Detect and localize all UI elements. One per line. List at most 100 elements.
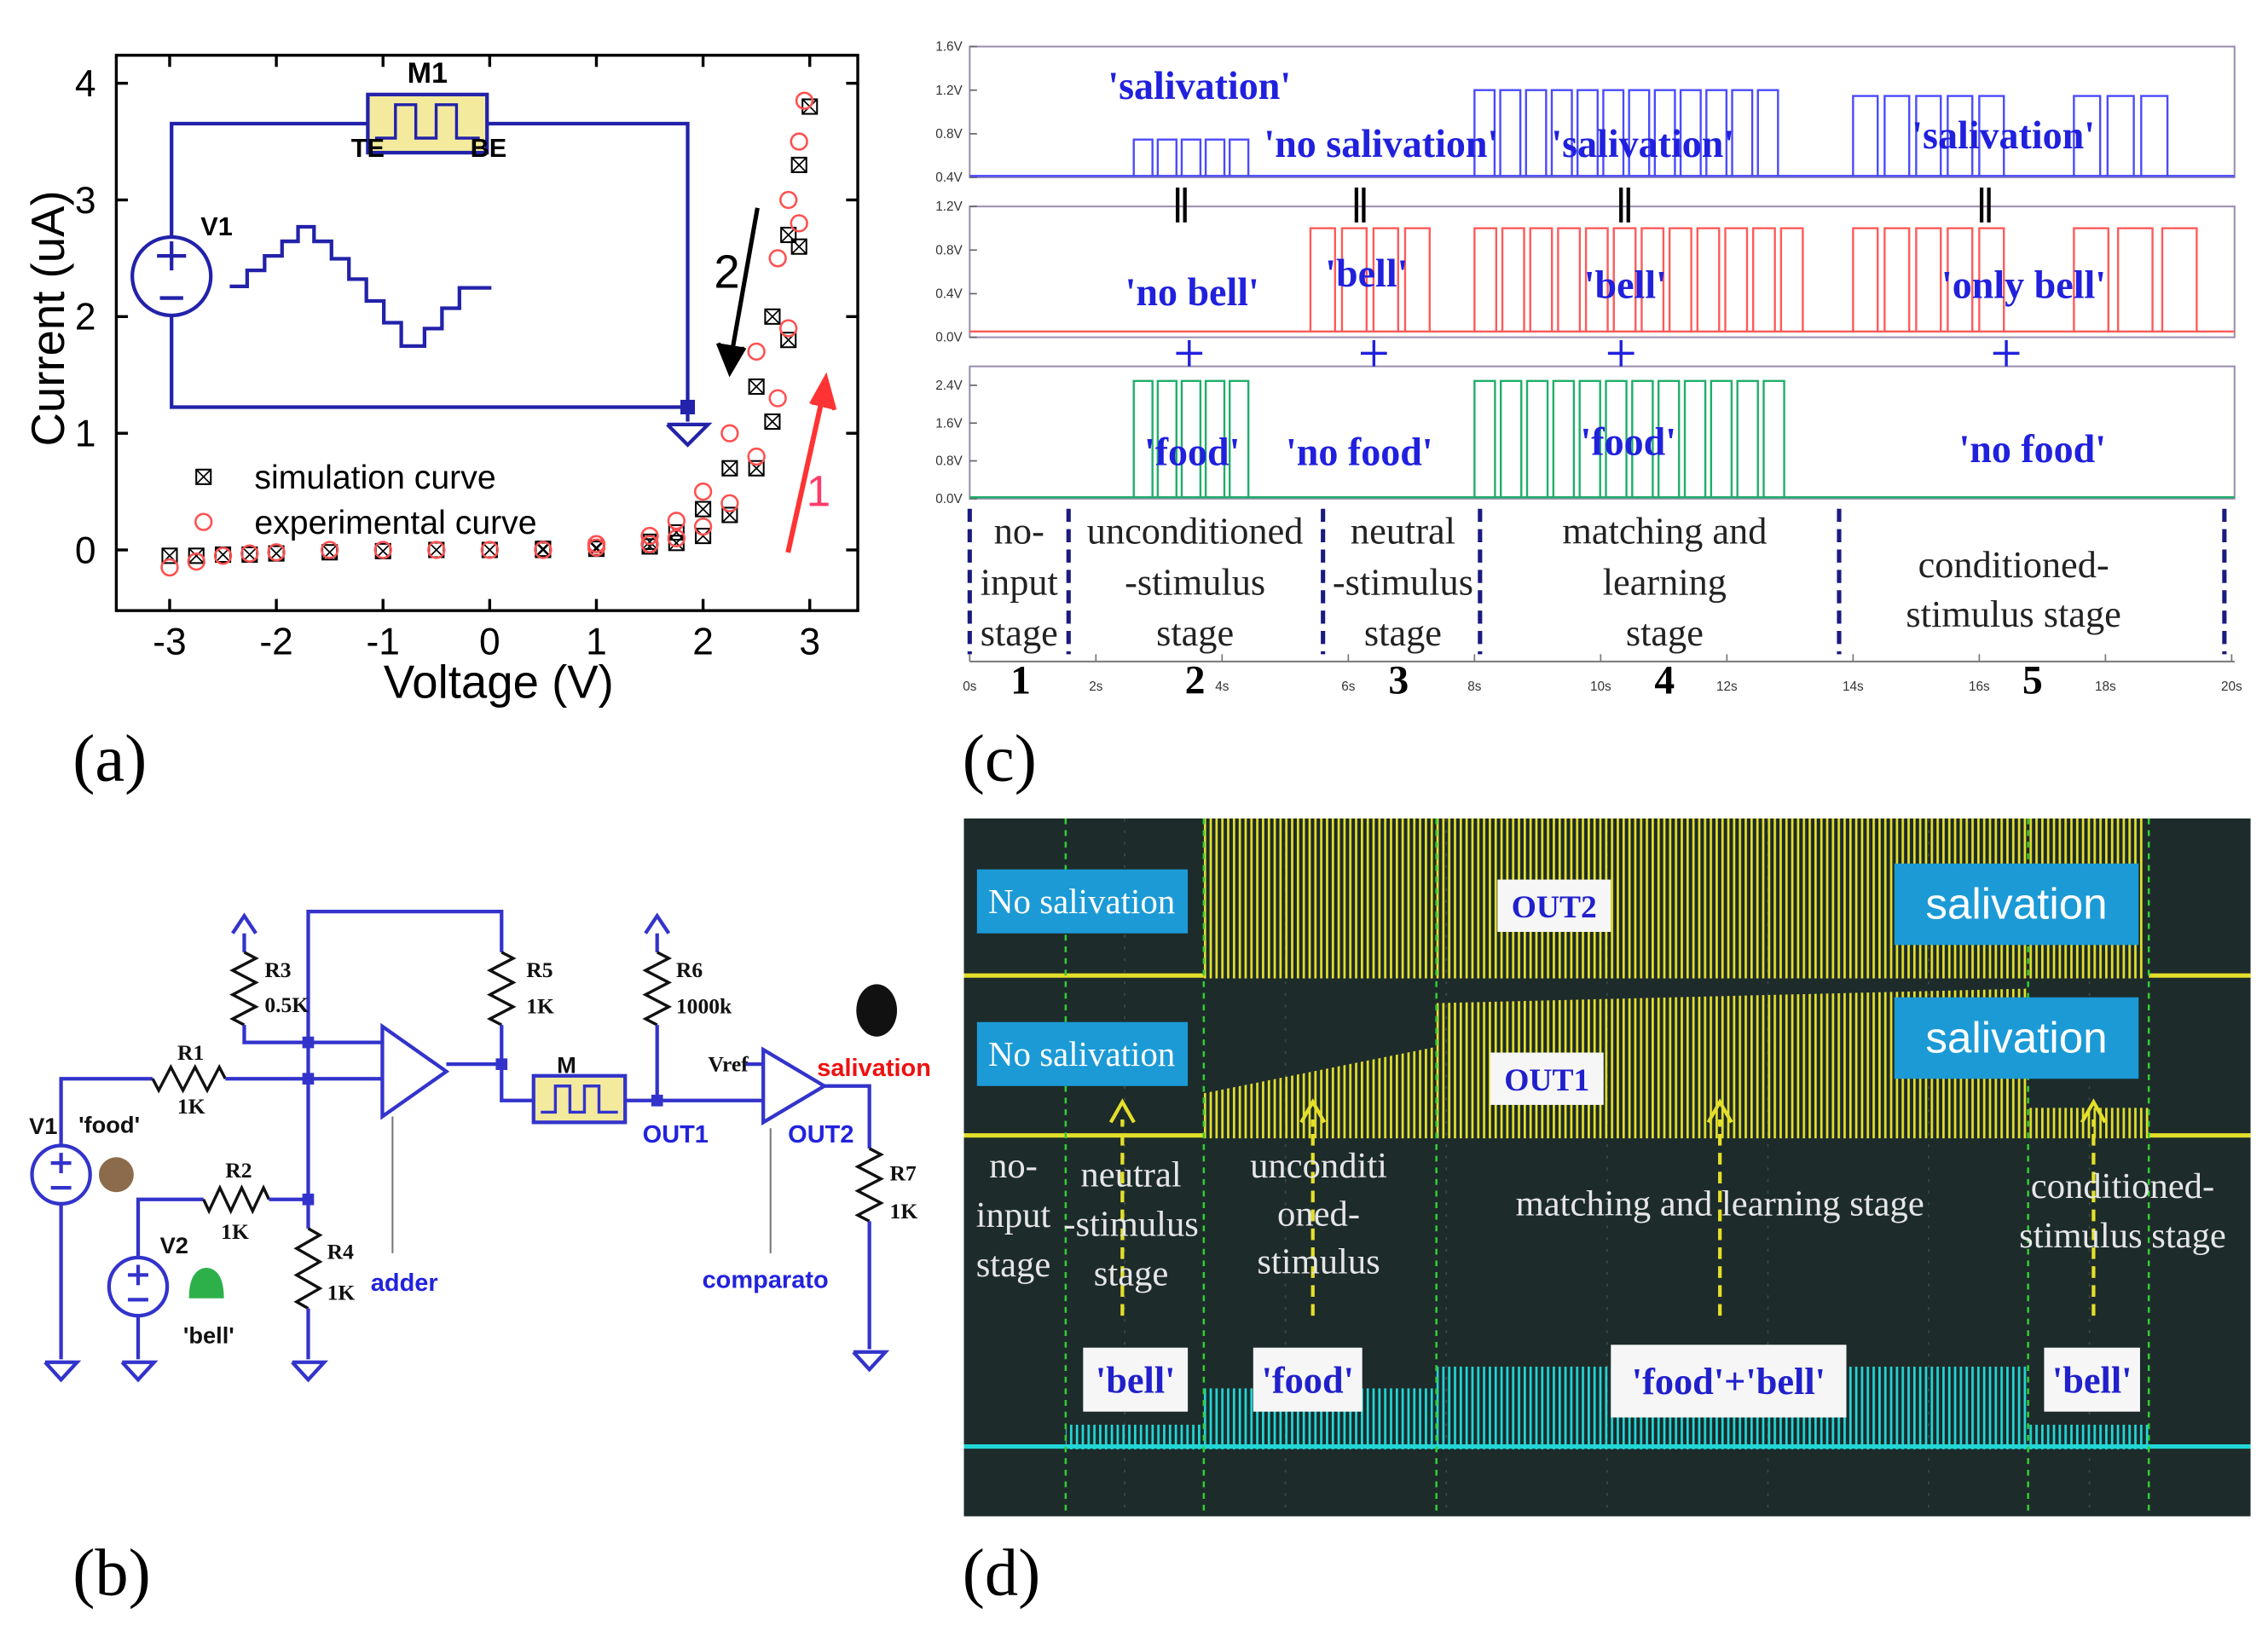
arrow-1-head — [809, 372, 837, 411]
x-tick-label: 16s — [1969, 680, 1990, 694]
circuit-label: V1 — [29, 1113, 57, 1139]
point-box — [668, 523, 685, 541]
inset-wire — [170, 121, 368, 237]
inset-memristor — [366, 92, 489, 155]
status-label: salivation — [1925, 1014, 2107, 1062]
stage-label-line: stimulus stage — [1906, 593, 2120, 635]
y-tick-label: 0.0V — [935, 492, 963, 506]
wire — [136, 1197, 204, 1258]
x-tick-label: 0 — [479, 621, 500, 662]
point — [195, 468, 212, 485]
stage-label-line: unconditioned — [1087, 510, 1304, 552]
point — [790, 238, 807, 255]
resistor — [486, 951, 517, 1027]
point-box — [695, 528, 712, 545]
stage-label-line: matching and learning stage — [1516, 1184, 1924, 1224]
y-tick-label: 1 — [75, 414, 96, 455]
inset-label: V1 — [200, 211, 233, 241]
x-tick-label: -1 — [367, 621, 400, 662]
y-axis-title: Current (uA) — [22, 190, 74, 446]
x-tick-label: 8s — [1467, 680, 1482, 694]
circuit-label: R2 — [225, 1158, 252, 1183]
x-tick-label: 1 — [586, 621, 607, 662]
trace-label: 'food' — [1580, 420, 1676, 464]
point-box — [721, 460, 738, 477]
circuit-label: R1 — [177, 1040, 204, 1065]
circuit-label: R6 — [676, 957, 703, 982]
point-cross — [791, 157, 807, 173]
input-label: 'bell' — [2052, 1359, 2132, 1402]
point — [720, 494, 739, 512]
x-tick-label: -2 — [259, 621, 292, 662]
inset-wire — [487, 121, 690, 422]
input-label: 'food' — [1262, 1359, 1354, 1402]
point-box — [790, 156, 807, 173]
stage-label-line: stimulus — [1257, 1242, 1380, 1282]
point — [267, 543, 286, 562]
y-tick-label: 0 — [75, 529, 96, 571]
point — [695, 500, 712, 518]
stage-number: 4 — [1654, 657, 1675, 703]
point-cross — [764, 414, 781, 430]
point-cross — [428, 541, 444, 558]
circuit-label: OUT2 — [788, 1121, 853, 1148]
point — [721, 506, 738, 523]
point-box — [721, 506, 738, 523]
inset-label: TE — [351, 133, 385, 163]
trace-label: 'salivation' — [1108, 64, 1291, 107]
stage-label-line: no- — [994, 510, 1044, 552]
point-box — [780, 226, 797, 244]
salivation-trace — [969, 89, 2235, 177]
circuit-label: OUT1 — [643, 1121, 709, 1148]
point — [640, 526, 659, 546]
wire — [59, 1077, 153, 1146]
trace-label: 'bell' — [1584, 263, 1667, 307]
circuit-label: M — [557, 1051, 576, 1078]
point-box — [790, 238, 807, 255]
circuit-label: salivation — [817, 1055, 931, 1082]
stage-label-line: neutral — [1080, 1154, 1181, 1194]
y-tick-label: 0.8V — [935, 454, 963, 469]
trace-label: 'bell' — [1325, 252, 1408, 295]
resistor — [293, 1227, 323, 1310]
opamp-comparator — [761, 1046, 828, 1126]
input-label: 'bell' — [1096, 1359, 1176, 1402]
memristor — [531, 1073, 628, 1125]
stage-label: no-input stage — [981, 510, 1059, 654]
point — [194, 512, 213, 531]
point — [667, 512, 686, 530]
stage-label-line: no- — [989, 1146, 1038, 1186]
arrow-1 — [785, 395, 826, 553]
point — [779, 190, 798, 210]
stage-label-line: -stimulus — [1333, 560, 1473, 603]
y-tick-label: 0.4V — [935, 287, 963, 302]
point-box — [764, 413, 781, 431]
y-tick-label: 4 — [75, 63, 96, 105]
point — [768, 389, 787, 408]
point — [587, 535, 606, 553]
point — [768, 249, 787, 268]
inset-source — [130, 234, 213, 318]
wire — [306, 909, 504, 1043]
stage-label-line: stimulus stage — [2019, 1216, 2226, 1256]
ground — [120, 1360, 159, 1383]
stage-label-line: stage — [1626, 611, 1704, 654]
label-box — [2044, 1347, 2140, 1412]
point — [780, 332, 797, 349]
stage-number: 1 — [1010, 657, 1031, 703]
label-box — [1497, 879, 1611, 932]
circuit-label: 1K — [526, 993, 554, 1018]
point — [748, 378, 765, 395]
inset-label: BE — [471, 133, 507, 163]
point — [693, 517, 713, 536]
resistor — [151, 1063, 227, 1094]
panel-label: (c) — [963, 721, 1037, 795]
y-tick-label: 0.4V — [935, 171, 963, 185]
stage-label: unconditi oned-stimulus — [1250, 1146, 1387, 1282]
stage-number: 2 — [1185, 657, 1206, 703]
circuit-label: 'food' — [78, 1111, 140, 1137]
supply — [231, 912, 257, 934]
stage-label: matching and learning stage — [1562, 510, 1767, 654]
point — [764, 308, 781, 325]
